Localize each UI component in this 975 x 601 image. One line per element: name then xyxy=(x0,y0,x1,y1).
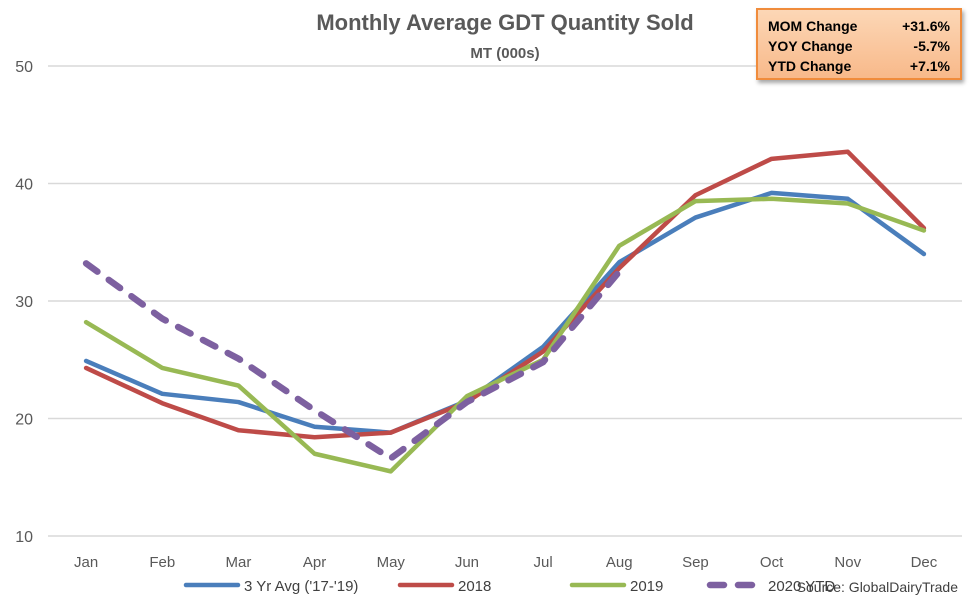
y-tick-label: 40 xyxy=(15,177,33,194)
legend-label: 2020 YTD xyxy=(768,578,835,595)
series-line-3 xyxy=(83,196,927,474)
y-tick-label: 50 xyxy=(15,59,33,76)
x-tick-label: Jun xyxy=(455,554,479,571)
legend-label: 3 Yr Avg ('17-'19) xyxy=(244,578,358,595)
stats-value: +7.1% xyxy=(909,58,950,74)
x-tick-label: Jul xyxy=(533,554,552,571)
series-line-1 xyxy=(83,190,927,435)
series-line-4 xyxy=(82,260,623,462)
x-tick-label: Sep xyxy=(682,554,709,571)
stats-row-yoy: YOY Change -5.7% xyxy=(768,36,950,56)
source-annotation: Source: GlobalDairyTrade xyxy=(797,579,959,595)
y-tick-label: 30 xyxy=(15,294,33,311)
x-tick-label: May xyxy=(377,554,406,571)
x-tick-label: Oct xyxy=(760,554,784,571)
legend-label: 2018 xyxy=(458,578,491,595)
x-tick-label: Nov xyxy=(834,554,861,571)
stats-value: +31.6% xyxy=(902,18,950,34)
series-lines xyxy=(82,149,927,474)
x-tick-label: Jan xyxy=(74,554,98,571)
chart-title: Monthly Average GDT Quantity Sold xyxy=(316,10,693,35)
x-axis-ticks: Jan Feb Mar Apr May Jun Jul Aug Sep Oct Nov Dec xyxy=(74,554,938,571)
change-stats-box: MOM Change +31.6% YOY Change -5.7% YTD C… xyxy=(756,8,962,80)
y-axis-ticks: 10 20 30 40 50 xyxy=(15,59,33,546)
chart-subtitle: MT (000s) xyxy=(470,45,539,62)
legend: 3 Yr Avg ('17-'19) 2018 2019 2020 YTD xyxy=(183,578,835,595)
stats-row-mom: MOM Change +31.6% xyxy=(768,16,950,36)
stats-row-ytd: YTD Change +7.1% xyxy=(768,56,950,76)
stats-label: MOM Change xyxy=(768,18,858,34)
gridlines xyxy=(48,65,962,537)
legend-label: 2019 xyxy=(630,578,663,595)
stats-label: YOY Change xyxy=(768,38,853,54)
x-tick-label: Feb xyxy=(149,554,175,571)
x-tick-label: Apr xyxy=(303,554,326,571)
x-tick-label: Aug xyxy=(606,554,633,571)
y-tick-label: 20 xyxy=(15,412,33,429)
y-tick-label: 10 xyxy=(15,529,33,546)
stats-label: YTD Change xyxy=(768,58,852,74)
stats-value: -5.7% xyxy=(913,38,950,54)
x-tick-label: Dec xyxy=(911,554,938,571)
x-tick-label: Mar xyxy=(225,554,251,571)
